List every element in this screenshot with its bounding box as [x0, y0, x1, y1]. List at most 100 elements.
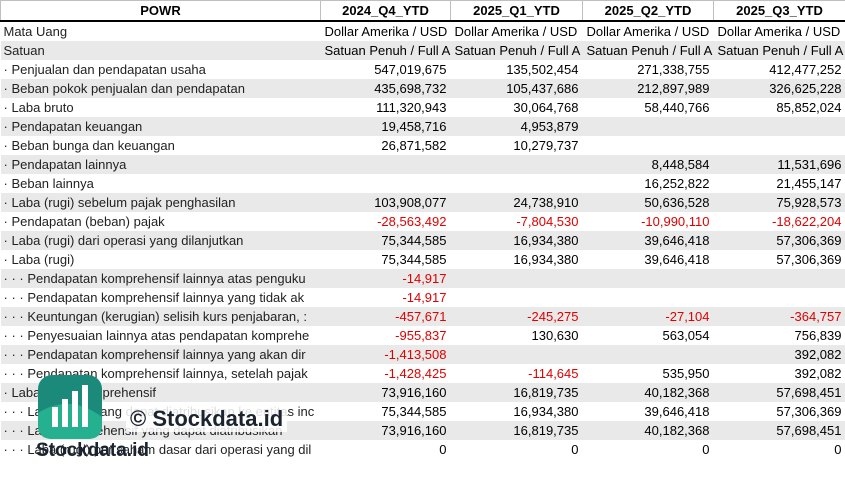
cell: 39,646,418 — [582, 231, 714, 250]
table-row: · Laba (rugi) dari operasi yang dilanjut… — [0, 231, 845, 250]
cell: -7,804,530 — [516, 214, 579, 229]
row-label: · · · Keuntungan (kerugian) selisih kurs… — [0, 307, 321, 326]
cell: 0 — [702, 442, 710, 457]
column-header: POWR — [0, 0, 321, 22]
cell: 75,344,585 — [320, 231, 451, 250]
cell: 85,852,024 — [776, 100, 842, 115]
cell: Dollar Amerika / USD — [586, 24, 710, 39]
cell: 271,338,755 — [637, 62, 710, 77]
row-label: · Pendapatan keuangan — [0, 117, 321, 136]
row-label: · · · Laba (rugi) per saham dasar dari o… — [3, 442, 312, 457]
cell: 19,458,716 — [320, 117, 451, 136]
cell: Satuan Penuh / Full A — [713, 41, 845, 60]
cell: 57,698,451 — [713, 383, 845, 402]
cell: 16,252,822 — [644, 176, 710, 191]
cell: 326,625,228 — [713, 79, 845, 98]
table-row: · Pendapatan (beban) pajak -28,563,492 -7,… — [1, 212, 845, 231]
cell — [583, 136, 714, 155]
table-row: · · · Penyesuaian lainnya atas pendapata… — [1, 326, 845, 345]
table-row: Satuan Satuan Penuh / Full A Satuan Penuh … — [0, 41, 845, 60]
cell: 16,934,380 — [513, 252, 579, 267]
row-label: Mata Uang — [3, 24, 68, 39]
cell — [320, 155, 451, 174]
table-row: · Laba (rugi) 75,344,585 16,934,380 39,646,… — [1, 250, 845, 269]
row-label: · Laba (rugi) sebelum pajak penghasilan — [0, 193, 321, 212]
cell — [582, 117, 714, 136]
cell: 111,320,943 — [376, 100, 447, 115]
cell — [451, 288, 583, 307]
cell: Satuan Penuh / Full A — [320, 41, 451, 60]
cell — [451, 174, 583, 193]
cell: 39,646,418 — [644, 404, 710, 419]
cell: 0 — [834, 442, 842, 457]
cell: 57,306,369 — [713, 231, 845, 250]
table-row: · Pendapatan keuangan 19,458,716 4,953,879 — [0, 117, 845, 136]
table-row: · Laba bruto 111,320,943 30,064,768 58,440,… — [1, 98, 845, 117]
cell: 392,082 — [794, 366, 842, 381]
table-row: · Laba (rugi) komprehensif73,916,16016,8… — [0, 383, 845, 402]
cell: 26,871,582 — [381, 138, 447, 153]
cell: 0 — [571, 442, 579, 457]
cell: 11,531,696 — [713, 155, 845, 174]
row-label: · Laba bruto — [3, 100, 74, 115]
row-label: Satuan — [0, 41, 321, 60]
cell: 40,182,368 — [582, 421, 714, 440]
cell: 16,934,380 — [513, 404, 579, 419]
cell: 57,306,369 — [776, 404, 842, 419]
row-label: · · · Penyesuaian lainnya atas pendapata… — [3, 328, 310, 343]
table-row: · Pendapatan lainnya 8,448,584 11,531,696 — [0, 155, 845, 174]
cell: 10,279,737 — [513, 138, 579, 153]
cell: 57,306,369 — [776, 252, 842, 267]
cell: 392,082 — [713, 345, 845, 364]
row-label: · · · Pendapatan komprehensif lainnya at… — [0, 269, 321, 288]
cell: 105,437,686 — [450, 79, 583, 98]
cell: 73,916,160 — [320, 383, 451, 402]
cell — [321, 174, 451, 193]
cell: 135,502,454 — [506, 62, 579, 77]
table-row: · Laba (rugi) sebelum pajak penghasilan 1… — [0, 193, 845, 212]
column-header: 2024_Q4_YTD — [320, 0, 451, 22]
row-label: · Beban lainnya — [3, 176, 94, 191]
cell: 535,950 — [662, 366, 710, 381]
cell: -955,837 — [395, 328, 447, 343]
cell: -18,622,204 — [772, 214, 842, 229]
cell: Dollar Amerika / USD — [454, 24, 578, 39]
cell: -364,757 — [713, 307, 845, 326]
cell: 58,440,766 — [644, 100, 710, 115]
cell: -114,645 — [528, 366, 579, 381]
cell: 435,698,732 — [320, 79, 451, 98]
cell: 103,908,077 — [320, 193, 451, 212]
table-row: · Beban bunga dan keuangan 26,871,582 10,2… — [1, 136, 845, 155]
table-row: · · · Laba (rugi) per saham dasar dari o… — [1, 440, 845, 459]
cell: Satuan Penuh / Full A — [450, 41, 583, 60]
cell: 39,646,418 — [644, 252, 710, 267]
cell: 50,636,528 — [582, 193, 714, 212]
column-header: 2025_Q1_YTD — [450, 0, 583, 22]
cell: 57,698,451 — [713, 421, 845, 440]
cell: 4,953,879 — [450, 117, 583, 136]
cell: 563,054 — [662, 328, 710, 343]
cell: 412,477,252 — [769, 62, 842, 77]
header-row: POWR 2024_Q4_YTD 2025_Q1_YTD 2025_Q2_YTD 202… — [0, 0, 845, 22]
table-row: · Penjualan dan pendapatan usaha 547,019,… — [1, 60, 845, 79]
cell: 30,064,768 — [513, 100, 579, 115]
column-header: 2025_Q3_YTD — [713, 0, 845, 22]
cell: 21,455,147 — [776, 176, 842, 191]
cell — [713, 117, 845, 136]
row-label: · Laba (rugi) dari operasi yang dilanjut… — [0, 231, 321, 250]
cell: Dollar Amerika / USD — [324, 24, 448, 39]
cell: 130,630 — [531, 328, 579, 343]
row-label: · Beban pokok penjualan dan pendapatan — [0, 79, 321, 98]
cell: -457,671 — [320, 307, 451, 326]
table-row: · · · Pendapatan komprehensif lainnya, s… — [1, 364, 845, 383]
cell: 547,019,675 — [374, 62, 447, 77]
cell: 75,928,573 — [713, 193, 845, 212]
cell: -14,917 — [402, 290, 447, 305]
cell — [583, 288, 714, 307]
cell: 16,819,735 — [450, 421, 583, 440]
cell: 73,916,160 — [320, 421, 451, 440]
cell — [450, 155, 583, 174]
financial-table: POWR 2024_Q4_YTD 2025_Q1_YTD 2025_Q2_YTD 202… — [0, 0, 845, 459]
row-label: · Laba (rugi) — [3, 252, 75, 267]
cell: -14,917 — [320, 269, 451, 288]
